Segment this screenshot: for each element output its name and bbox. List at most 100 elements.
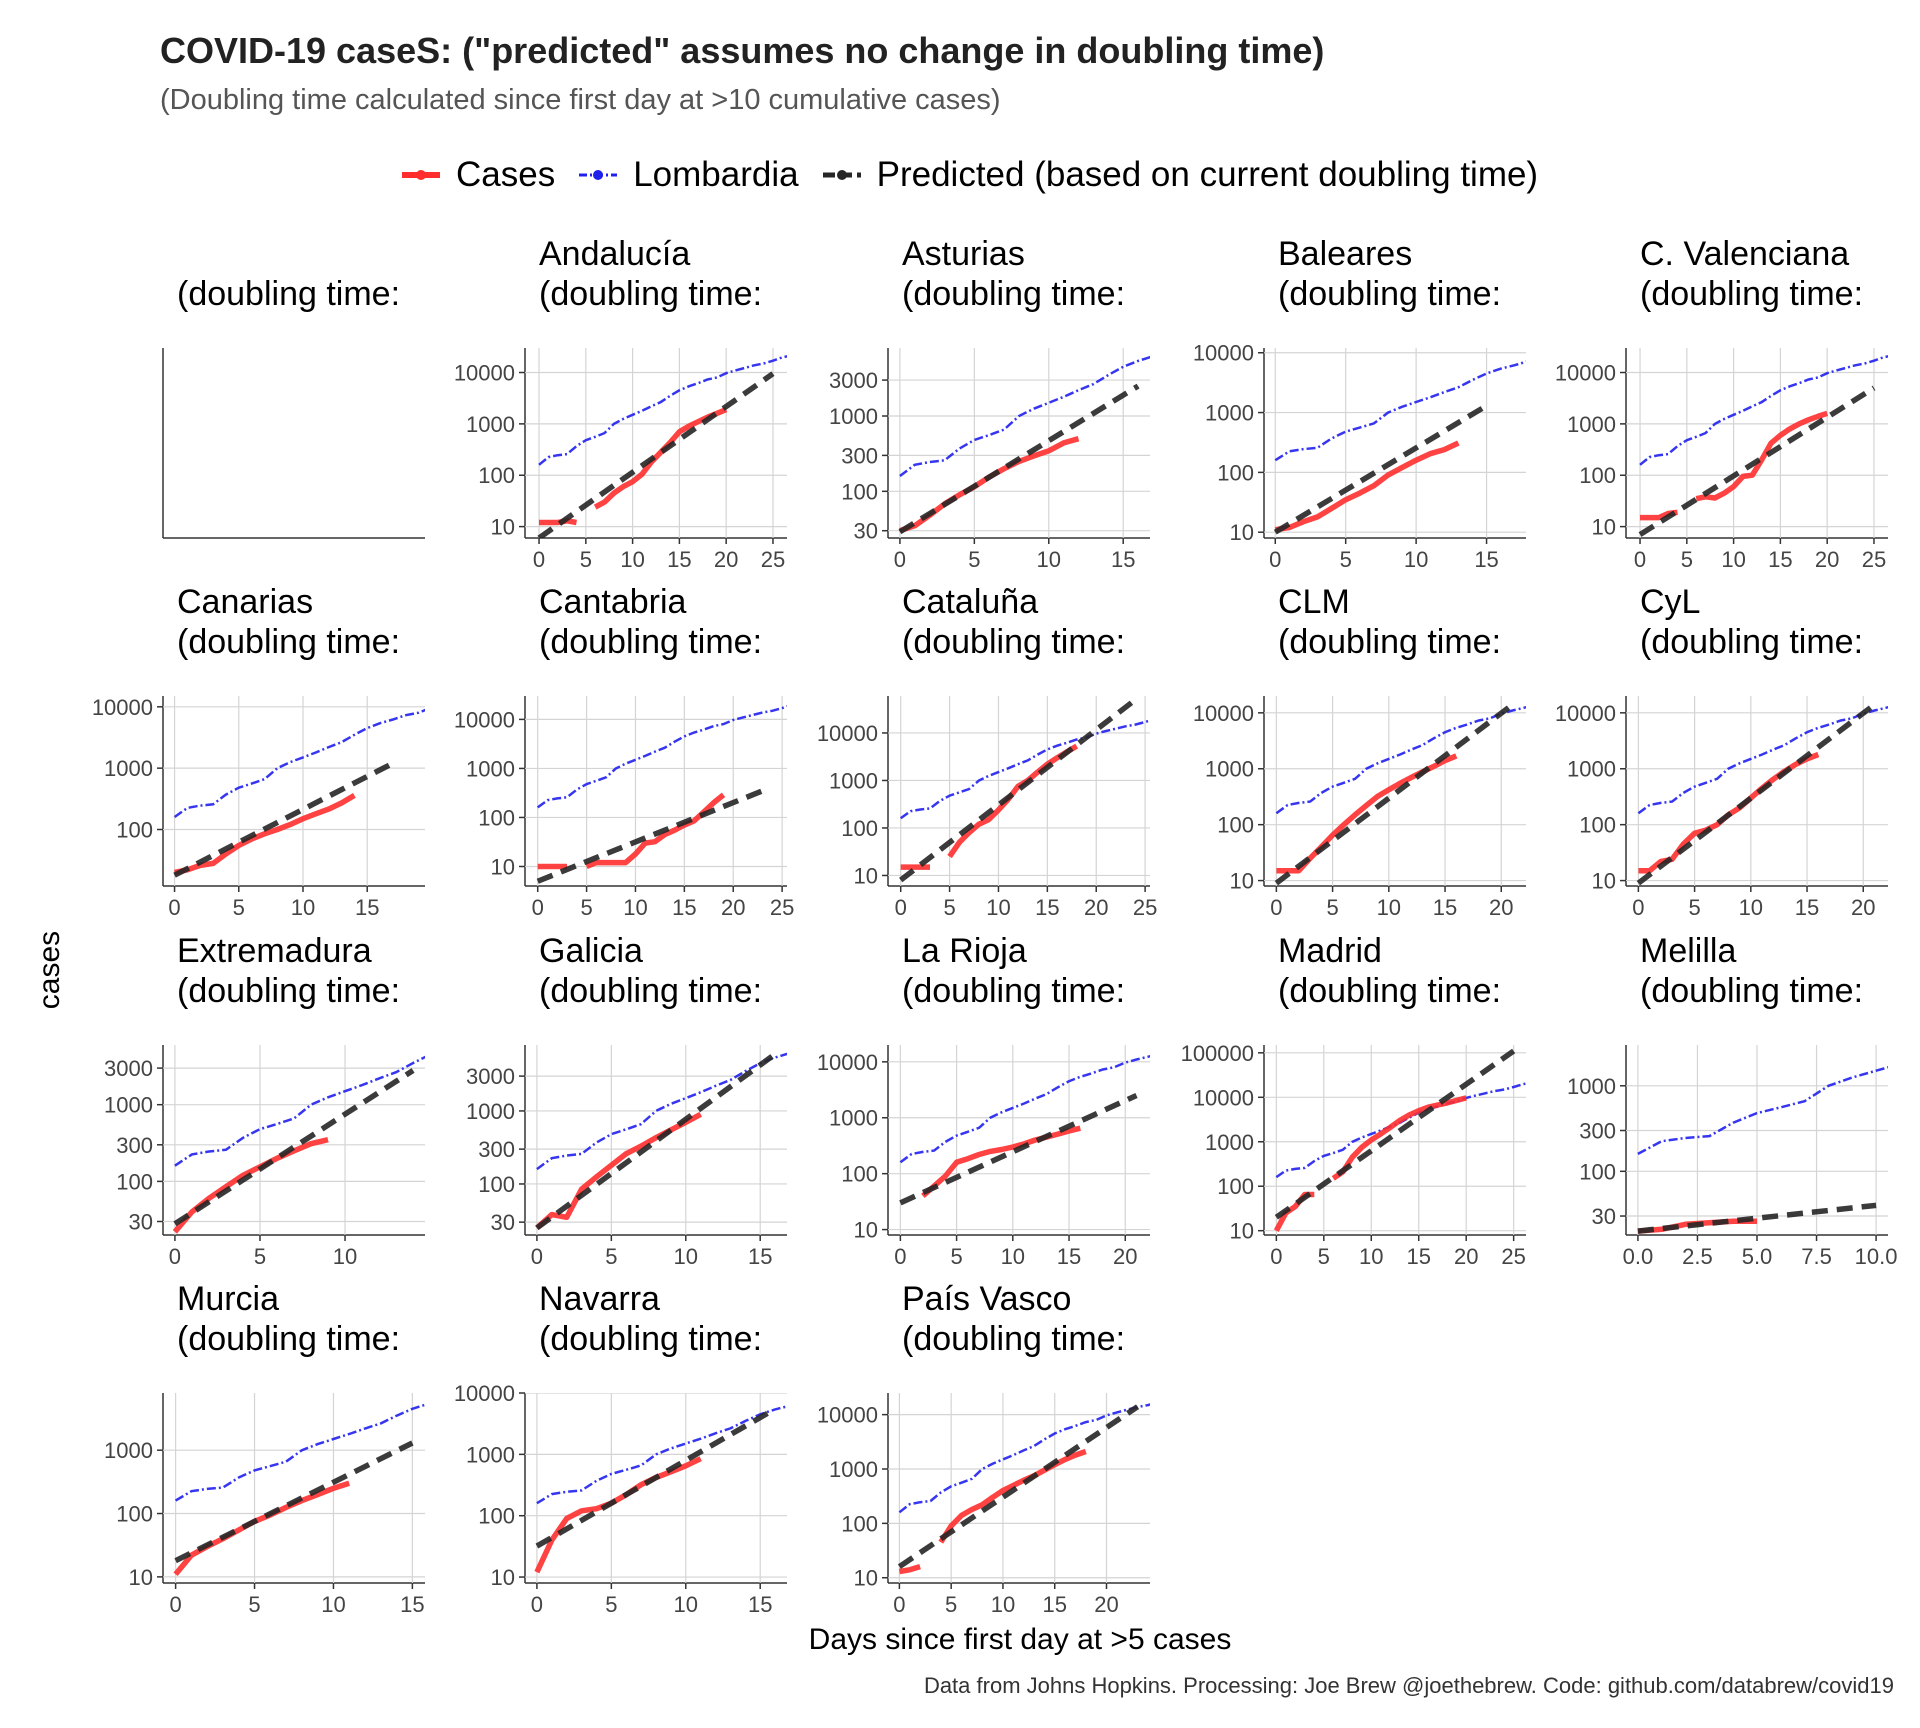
x-tick-label: 10 [1721,547,1745,572]
y-tick-label: 300 [116,1133,153,1158]
panel-title: Asturias (doubling time: [902,235,1125,313]
x-tick-label: 0 [1270,1244,1282,1269]
x-tick-label: 10 [623,895,647,920]
x-tick-label: 15 [1057,1244,1081,1269]
panel-title: (doubling time: [177,275,400,313]
panel-title-name: Navarra [539,1280,660,1318]
x-tick-label: 20 [1851,895,1875,920]
y-tick-label: 10 [491,854,515,879]
x-tick-label: 25 [761,547,785,572]
y-tick-label: 3000 [104,1056,153,1081]
panel-title-doubling: (doubling time: [1278,275,1501,313]
chart-subtitle: (Doubling time calculated since first da… [160,84,1001,116]
y-tick-label: 10000 [1555,361,1616,386]
cases-line [1274,440,1460,533]
plot-area [897,1403,1150,1575]
y-tick-label: 10000 [1193,701,1254,726]
plot-area [899,697,1150,883]
x-tick-label: 0 [168,895,180,920]
y-tick-label: 300 [841,443,878,468]
panel-title: Baleares (doubling time: [1278,235,1501,313]
panel-title-name: Murcia [177,1280,279,1318]
cases-line [534,1456,702,1574]
x-tick-label: 15 [1035,895,1059,920]
y-tick-label: 10000 [817,721,878,746]
panel-title: Canarias (doubling time: [177,583,400,661]
x-tick-label: 0 [1632,895,1644,920]
x-tick-label: 0 [1270,895,1282,920]
x-tick-label: 5 [950,1244,962,1269]
panel-title-doubling: (doubling time: [1640,623,1863,661]
grid [1626,696,1888,886]
lombardia-line [174,1055,425,1167]
y-tick-label: 1000 [829,1457,878,1482]
x-tick-label: 15 [1474,547,1498,572]
plot-area [534,1405,787,1574]
lombardia-line [174,1403,425,1502]
y-tick-label: 300 [1579,1119,1616,1144]
panel-title: Cataluña (doubling time: [902,583,1125,661]
lombardia-line [899,719,1150,820]
panel-asturias: Asturias (doubling time: 0 5 10 15 30 100 300 100… [829,235,1150,572]
y-tick-label: 100 [1217,813,1254,838]
x-tick-label: 25 [1501,1244,1525,1269]
y-tick-label: 100 [478,1172,515,1197]
lombardia-line [898,1403,1150,1514]
plot-area [1636,702,1888,886]
predicted-line [898,383,1140,535]
plot-area [1273,1048,1526,1233]
panel-title: Melilla (doubling time: [1640,932,1863,1010]
legend-label-lombardia: Lombardia [633,155,799,194]
y-tick-label: 10000 [454,361,515,386]
y-tick-label: 10 [854,1566,878,1591]
x-tick-label: 20 [1094,1592,1118,1617]
y-tick-label: 1000 [1567,1074,1616,1099]
x-tick-label: 10 [321,1592,345,1617]
y-tick-label: 10000 [1193,341,1254,366]
x-tick-label: 0.0 [1623,1244,1654,1269]
lombardia-line [536,1405,787,1505]
panel-title-doubling: (doubling time: [1278,972,1501,1010]
y-tick-label: 10 [1592,869,1616,894]
panel-title: CyL (doubling time: [1640,583,1863,661]
grid [888,1045,1150,1235]
x-tick-label: 0 [533,547,545,572]
panel-title-name: País Vasco [902,1280,1071,1318]
grid [525,696,787,886]
x-tick-label: 10 [674,1592,698,1617]
x-tick-label: 5 [943,895,955,920]
panel-title-doubling: (doubling time: [539,972,762,1010]
y-tick-label: 10 [491,515,515,540]
plot-area [172,1055,425,1234]
y-tick-label: 10 [1230,869,1254,894]
y-tick-label: 10000 [1193,1085,1254,1110]
x-tick-label: 5 [1340,547,1352,572]
x-tick-label: 20 [714,547,738,572]
x-tick-label: 10 [1377,895,1401,920]
panel-la-rioja: La Rioja (doubling time: 0 5 10 15 20 10 100 1000… [817,932,1150,1269]
panel-title-name: Baleares [1278,235,1412,273]
plot-area [535,1051,787,1231]
y-tick-label: 100 [841,479,878,504]
x-tick-label: 0 [170,1592,182,1617]
cases-line [921,1125,1081,1198]
cases-line [1695,410,1829,502]
grid [1626,1045,1888,1235]
predicted-line [173,1068,415,1227]
panel-murcia: Murcia (doubling time: 0 5 10 15 10 100 1000 [104,1280,425,1617]
x-tick-label: 5 [605,1592,617,1617]
panel-baleares: Baleares (doubling time: 0 5 10 15 10 100 1000 10… [1193,235,1526,572]
panel-title: La Rioja (doubling time: [902,932,1125,1010]
cases-line [1331,1095,1467,1181]
y-tick-label: 3000 [466,1064,515,1089]
predicted-line [1637,1202,1877,1234]
panel-title: Extremadura (doubling time: [177,932,400,1010]
plot-area [899,1054,1150,1206]
lombardia-line [899,355,1150,477]
lombardia-line [536,705,787,809]
y-tick-label: 100 [478,1504,515,1529]
panel-title-doubling: (doubling time: [539,1320,762,1358]
y-tick-label: 1000 [466,1442,515,1467]
x-tick-label: 20 [1815,547,1839,572]
x-tick-label: 15 [1111,547,1135,572]
